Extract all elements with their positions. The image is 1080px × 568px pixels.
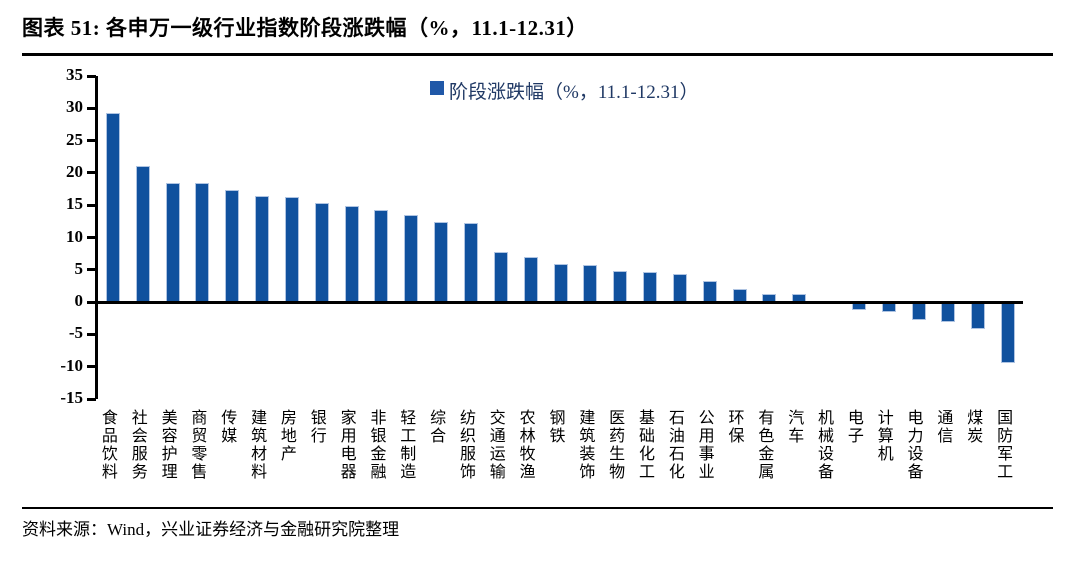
bar-公用事业 bbox=[702, 280, 717, 303]
bar-银行 bbox=[314, 202, 329, 303]
y-axis-tick-label: -10 bbox=[60, 355, 83, 375]
y-axis-tick-label: -15 bbox=[60, 388, 83, 407]
bar-基础化工 bbox=[643, 272, 658, 303]
x-axis-label-国防军工: 国防军工 bbox=[997, 410, 1014, 481]
y-axis-tick bbox=[87, 300, 96, 304]
x-axis-label-有色金属: 有色金属 bbox=[758, 410, 775, 481]
bar-轻工制造 bbox=[404, 214, 419, 303]
x-axis-label-电子: 电子 bbox=[847, 410, 864, 445]
x-axis-label-商贸零售: 商贸零售 bbox=[191, 410, 208, 481]
bar-电力设备 bbox=[911, 302, 926, 320]
y-axis-tick-label: 30 bbox=[66, 97, 83, 117]
x-axis-label-建筑材料: 建筑材料 bbox=[251, 410, 268, 481]
x-axis-label-银行: 银行 bbox=[310, 410, 327, 445]
zero-axis-line bbox=[98, 300, 1023, 304]
x-axis-label-轻工制造: 轻工制造 bbox=[400, 410, 417, 481]
x-axis-label-公用事业: 公用事业 bbox=[698, 410, 715, 481]
chart-legend: 阶段涨跌幅（%，11.1-12.31） bbox=[430, 77, 698, 104]
x-axis-label-计算机: 计算机 bbox=[877, 410, 894, 463]
y-axis-tick bbox=[87, 203, 96, 207]
bar-家用电器 bbox=[344, 206, 359, 303]
bar-国防军工 bbox=[1001, 302, 1016, 363]
x-axis-label-纺织服饰: 纺织服饰 bbox=[459, 410, 476, 481]
bar-通信 bbox=[941, 302, 956, 323]
x-axis-label-石油石化: 石油石化 bbox=[668, 410, 685, 481]
bar-美容护理 bbox=[165, 182, 180, 303]
x-axis-label-基础化工: 基础化工 bbox=[639, 410, 656, 481]
y-axis-tick bbox=[87, 106, 96, 110]
footer-divider bbox=[22, 507, 1053, 509]
x-axis-label-环保: 环保 bbox=[728, 410, 745, 445]
x-axis-label-非银金融: 非银金融 bbox=[370, 410, 387, 481]
chart-title: 图表 51: 各申万一级行业指数阶段涨跌幅（%，11.1-12.31） bbox=[22, 16, 588, 40]
bar-商贸零售 bbox=[195, 183, 210, 303]
source-note: 资料来源：Wind，兴业证券经济与金融研究院整理 bbox=[22, 520, 400, 539]
y-axis-tick-label: 0 bbox=[74, 291, 84, 311]
legend-label: 阶段涨跌幅（%，11.1-12.31） bbox=[449, 82, 699, 103]
x-axis-label-综合: 综合 bbox=[430, 410, 447, 445]
bar-食品饮料 bbox=[105, 113, 120, 303]
bar-建筑材料 bbox=[255, 195, 270, 303]
y-axis-tick bbox=[87, 74, 96, 78]
x-axis-label-食品饮料: 食品饮料 bbox=[101, 410, 118, 481]
x-axis-label-房地产: 房地产 bbox=[280, 410, 297, 463]
x-axis-label-通信: 通信 bbox=[937, 410, 954, 445]
title-underline bbox=[22, 53, 1053, 56]
y-axis-tick bbox=[87, 365, 96, 369]
bar-纺织服饰 bbox=[463, 223, 478, 303]
x-axis-labels: 食品饮料社会服务美容护理商贸零售传媒建筑材料房地产银行家用电器非银金融轻工制造综… bbox=[95, 410, 1020, 502]
bar-煤炭 bbox=[971, 302, 986, 330]
x-axis-label-汽车: 汽车 bbox=[788, 410, 805, 445]
bar-传媒 bbox=[225, 189, 240, 303]
x-axis-label-煤炭: 煤炭 bbox=[967, 410, 984, 445]
legend-swatch-icon bbox=[430, 81, 444, 95]
y-axis-tick bbox=[87, 397, 96, 401]
bar-非银金融 bbox=[374, 209, 389, 303]
bar-建筑装饰 bbox=[583, 264, 598, 303]
y-axis-tick bbox=[87, 171, 96, 175]
x-axis-label-传媒: 传媒 bbox=[221, 410, 238, 445]
plot-area: 35 30 25 20 15 10 5 0 -5 -10 -15 bbox=[60, 66, 1023, 407]
y-axis-tick-label: 10 bbox=[66, 226, 83, 246]
y-axis-tick bbox=[87, 236, 96, 239]
x-axis-label-美容护理: 美容护理 bbox=[161, 410, 178, 481]
bar-石油石化 bbox=[672, 274, 687, 303]
bar-农林牧渔 bbox=[523, 256, 538, 303]
bar-社会服务 bbox=[135, 166, 150, 303]
y-axis-tick-label: 15 bbox=[66, 194, 83, 214]
y-axis-tick bbox=[87, 139, 96, 143]
bar-交通运输 bbox=[493, 252, 508, 303]
bar-钢铁 bbox=[553, 263, 568, 303]
bar-医药生物 bbox=[613, 271, 628, 303]
y-axis-tick-label: -5 bbox=[68, 323, 83, 343]
x-axis-label-电力设备: 电力设备 bbox=[907, 410, 924, 481]
bar-计算机 bbox=[881, 302, 896, 313]
y-axis-tick-label: 35 bbox=[66, 65, 83, 84]
y-axis-tick-label: 25 bbox=[66, 129, 83, 149]
x-axis-label-建筑装饰: 建筑装饰 bbox=[579, 410, 596, 481]
y-axis-tick bbox=[87, 268, 96, 272]
y-axis-tick bbox=[87, 332, 96, 336]
x-axis-label-机械设备: 机械设备 bbox=[818, 410, 835, 481]
y-axis-tick-label: 5 bbox=[74, 258, 84, 278]
x-axis-label-农林牧渔: 农林牧渔 bbox=[519, 410, 536, 481]
x-axis-label-社会服务: 社会服务 bbox=[131, 410, 148, 481]
bar-房地产 bbox=[284, 196, 299, 303]
x-axis-label-钢铁: 钢铁 bbox=[549, 410, 566, 445]
x-axis-label-家用电器: 家用电器 bbox=[340, 410, 357, 481]
x-axis-label-交通运输: 交通运输 bbox=[489, 410, 506, 481]
y-axis-tick-label: 20 bbox=[66, 161, 83, 181]
bar-综合 bbox=[434, 221, 449, 303]
x-axis-label-医药生物: 医药生物 bbox=[609, 410, 626, 481]
